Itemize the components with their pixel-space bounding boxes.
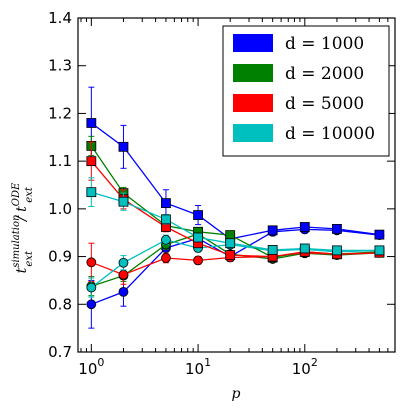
legend-entry: d = 1000 xyxy=(285,34,364,54)
series-line xyxy=(91,233,380,287)
legend-swatch xyxy=(233,124,273,142)
data-point-square xyxy=(332,245,342,256)
data-point-circle xyxy=(118,257,129,268)
data-point-circle xyxy=(161,234,171,245)
legend-entry: d = 5000 xyxy=(285,94,364,114)
y-tick-label: 0.8 xyxy=(48,295,72,313)
series-1-circle xyxy=(86,224,385,329)
data-point-square xyxy=(225,230,236,241)
y-tick-label: 1.3 xyxy=(48,57,72,75)
data-point-square xyxy=(374,229,385,240)
y-tick-label: 0.9 xyxy=(48,248,72,266)
plot-frame xyxy=(77,17,396,353)
legend-entry: d = 2000 xyxy=(285,64,364,84)
tick-labels: 0.7 0.8 0.9 1.0 1.1 1.2 1.3 1.4 100 101 102 xyxy=(48,9,318,378)
data-point-square xyxy=(267,244,278,255)
data-point-circle xyxy=(118,286,129,297)
data-point-circle xyxy=(193,255,203,266)
legend-entry: d = 10000 xyxy=(285,124,375,144)
y-tick-label: 1.2 xyxy=(48,104,72,122)
series-2-circle xyxy=(86,229,385,297)
series-4-square xyxy=(86,177,385,256)
legend-swatch xyxy=(233,64,273,82)
legend-swatch xyxy=(233,34,273,52)
data-point-circle xyxy=(118,269,129,280)
y-tick-label: 1.4 xyxy=(48,9,72,27)
y-axis-label: tsimulation ext/ tODE ext xyxy=(11,182,35,273)
data-point-square xyxy=(225,250,236,261)
data-point-circle xyxy=(161,253,171,263)
legend-swatch xyxy=(233,94,273,112)
series-3-square xyxy=(86,141,385,262)
data-point-square xyxy=(118,141,129,152)
data-point-square xyxy=(86,187,97,198)
legend: d = 1000 d = 2000 d = 5000 d = 10000 xyxy=(222,25,390,157)
data-point-square xyxy=(161,198,171,209)
data-point-square xyxy=(86,118,97,128)
data-point-square xyxy=(374,245,385,256)
y-tick-label: 1.1 xyxy=(48,152,72,170)
data-point-square xyxy=(332,223,342,234)
y-tick-label: 1.0 xyxy=(48,200,72,218)
plot-marks xyxy=(86,86,385,329)
x-tick-label: 102 xyxy=(292,356,318,378)
data-point-square xyxy=(299,243,310,254)
series-line xyxy=(90,160,380,258)
data-point-square xyxy=(193,210,203,220)
x-tick-label: 101 xyxy=(185,356,211,378)
data-point-circle xyxy=(86,257,97,268)
data-point-circle xyxy=(86,299,97,310)
x-axis-label: p xyxy=(232,386,241,402)
y-tick-label: 0.7 xyxy=(48,343,72,361)
data-point-square xyxy=(267,225,278,236)
x-tick-label: 100 xyxy=(78,356,104,378)
series-line xyxy=(90,145,380,259)
data-point-square xyxy=(225,238,236,249)
data-point-square xyxy=(161,214,171,225)
axis-ticks xyxy=(78,17,396,353)
data-point-square xyxy=(86,156,97,167)
data-point-square xyxy=(299,222,310,232)
data-point-circle xyxy=(86,282,97,293)
data-point-square xyxy=(118,196,129,207)
data-point-square xyxy=(193,232,203,243)
